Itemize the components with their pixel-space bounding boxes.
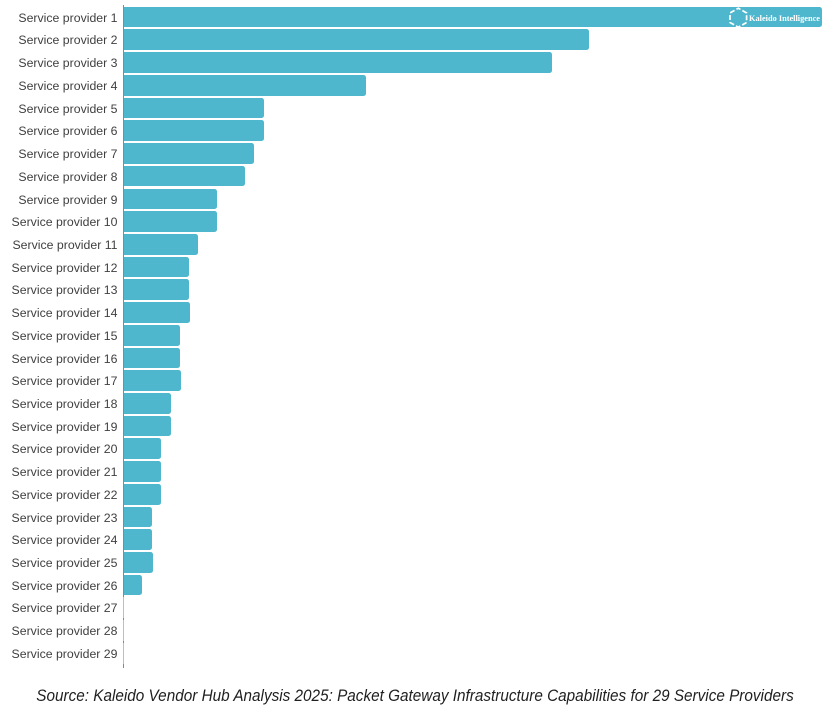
svg-text:Kaleido Intelligence: Kaleido Intelligence xyxy=(749,13,820,23)
